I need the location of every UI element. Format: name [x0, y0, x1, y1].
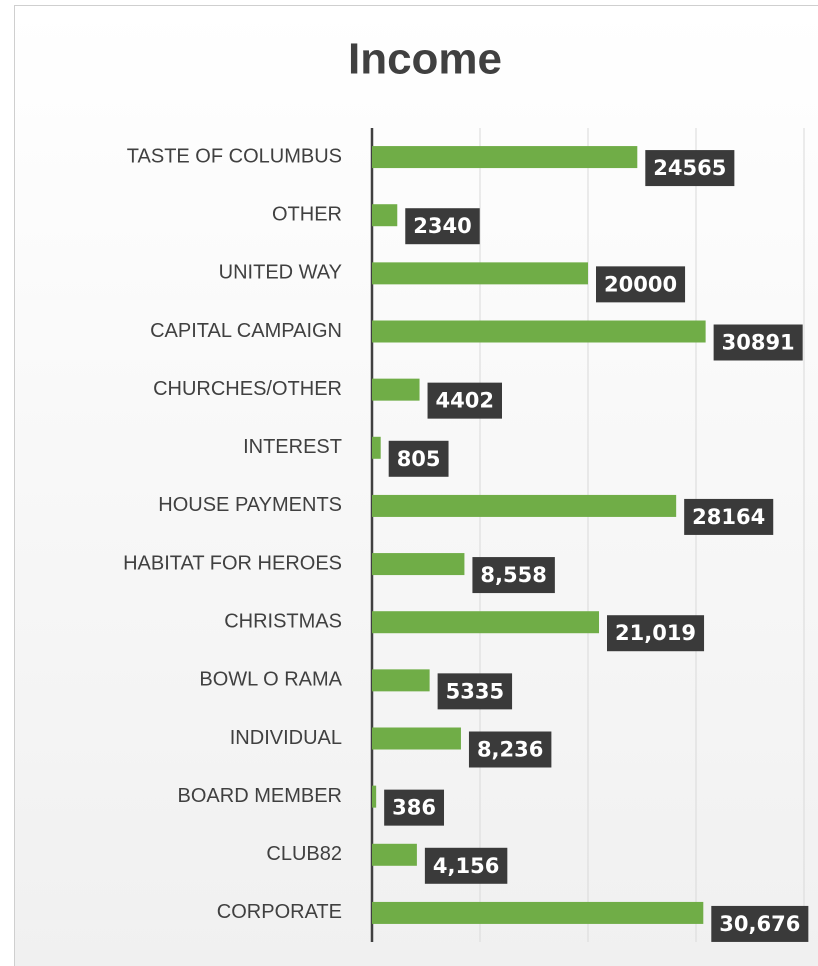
- data-label: 4402: [436, 389, 494, 413]
- data-label: 28164: [692, 505, 765, 529]
- bar: [372, 378, 420, 401]
- data-label-box: [596, 266, 686, 303]
- bar: [372, 204, 398, 227]
- bar: [372, 436, 381, 459]
- bar: [372, 669, 430, 692]
- data-label-box: [711, 905, 809, 942]
- bar: [372, 494, 677, 517]
- data-label-box: [472, 557, 555, 594]
- bar: [372, 727, 461, 750]
- y-tick-label: TASTE OF COLUMBUS: [127, 145, 342, 167]
- y-tick-label: HOUSE PAYMENTS: [158, 494, 342, 516]
- data-label: 386: [392, 796, 436, 820]
- data-label-box: [424, 847, 508, 884]
- bar: [372, 611, 600, 634]
- data-label-box: [388, 440, 449, 477]
- data-label-box: [437, 673, 513, 710]
- y-tick-label: INDIVIDUAL: [230, 727, 342, 749]
- data-label-box: [468, 731, 552, 768]
- data-label: 805: [397, 447, 441, 471]
- data-label-box: [384, 789, 445, 826]
- bar: [372, 146, 638, 169]
- data-label: 5335: [446, 679, 504, 703]
- data-label-box: [645, 150, 735, 187]
- data-label: 21,019: [615, 621, 696, 645]
- y-tick-label: UNITED WAY: [219, 262, 342, 284]
- y-tick-label: BOWL O RAMA: [199, 669, 342, 691]
- y-tick-label: CLUB82: [266, 843, 342, 865]
- y-tick-label: CHURCHES/OTHER: [153, 378, 342, 400]
- bar: [372, 262, 588, 285]
- data-label: 30891: [722, 331, 795, 355]
- bar: [372, 553, 465, 576]
- data-label: 20000: [604, 272, 677, 296]
- data-label: 30,676: [719, 912, 800, 936]
- data-label: 2340: [413, 214, 471, 238]
- y-tick-label: CORPORATE: [217, 901, 342, 923]
- data-label: 8,236: [477, 738, 543, 762]
- data-label-box: [607, 615, 705, 652]
- data-label: 4,156: [433, 854, 499, 878]
- data-label: 8,558: [480, 563, 546, 587]
- y-tick-label: CAPITAL CAMPAIGN: [150, 320, 342, 342]
- data-label-box: [405, 208, 480, 245]
- data-label-box: [427, 382, 502, 419]
- y-tick-label: INTEREST: [243, 436, 342, 458]
- bar: [372, 320, 706, 343]
- y-tick-label: HABITAT FOR HEROES: [123, 552, 342, 574]
- bar: [372, 843, 417, 866]
- data-label-box: [713, 324, 803, 361]
- data-label-box: [684, 498, 774, 535]
- y-tick-label: BOARD MEMBER: [178, 785, 342, 807]
- y-tick-label: CHRISTMAS: [224, 610, 342, 632]
- data-label: 24565: [653, 156, 726, 180]
- chart-title: Income: [348, 35, 502, 84]
- bar: [372, 901, 704, 924]
- y-tick-label: OTHER: [272, 203, 342, 225]
- bar: [372, 785, 377, 808]
